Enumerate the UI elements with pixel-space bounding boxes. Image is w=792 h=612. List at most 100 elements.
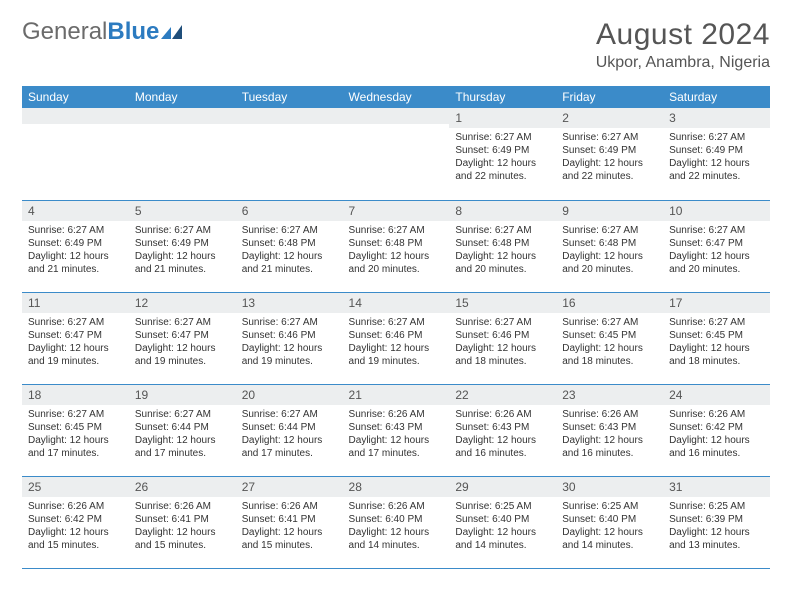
- day-details: Sunrise: 6:27 AMSunset: 6:47 PMDaylight:…: [22, 313, 129, 371]
- day-details: Sunrise: 6:27 AMSunset: 6:45 PMDaylight:…: [22, 405, 129, 463]
- calendar-cell: 13Sunrise: 6:27 AMSunset: 6:46 PMDayligh…: [236, 292, 343, 384]
- daylight-text: Daylight: 12 hours and 18 minutes.: [562, 342, 657, 368]
- day-details: Sunrise: 6:27 AMSunset: 6:46 PMDaylight:…: [449, 313, 556, 371]
- calendar-cell: 4Sunrise: 6:27 AMSunset: 6:49 PMDaylight…: [22, 200, 129, 292]
- day-details: Sunrise: 6:27 AMSunset: 6:48 PMDaylight:…: [556, 221, 663, 279]
- sunrise-text: Sunrise: 6:27 AM: [455, 224, 550, 237]
- day-details: Sunrise: 6:27 AMSunset: 6:44 PMDaylight:…: [236, 405, 343, 463]
- day-number: 25: [22, 477, 129, 497]
- day-number: 16: [556, 293, 663, 313]
- sunset-text: Sunset: 6:44 PM: [135, 421, 230, 434]
- sunrise-text: Sunrise: 6:27 AM: [242, 316, 337, 329]
- sunrise-text: Sunrise: 6:26 AM: [455, 408, 550, 421]
- day-number: 13: [236, 293, 343, 313]
- calendar-cell: 6Sunrise: 6:27 AMSunset: 6:48 PMDaylight…: [236, 200, 343, 292]
- sunrise-text: Sunrise: 6:27 AM: [455, 316, 550, 329]
- daylight-text: Daylight: 12 hours and 22 minutes.: [562, 157, 657, 183]
- sunset-text: Sunset: 6:48 PM: [242, 237, 337, 250]
- sunrise-text: Sunrise: 6:27 AM: [28, 316, 123, 329]
- sunset-text: Sunset: 6:40 PM: [349, 513, 444, 526]
- sunset-text: Sunset: 6:42 PM: [28, 513, 123, 526]
- daylight-text: Daylight: 12 hours and 17 minutes.: [349, 434, 444, 460]
- day-details: Sunrise: 6:27 AMSunset: 6:49 PMDaylight:…: [22, 221, 129, 279]
- daylight-text: Daylight: 12 hours and 22 minutes.: [455, 157, 550, 183]
- day-number: 11: [22, 293, 129, 313]
- daylight-text: Daylight: 12 hours and 19 minutes.: [28, 342, 123, 368]
- sunset-text: Sunset: 6:47 PM: [669, 237, 764, 250]
- day-details: Sunrise: 6:27 AMSunset: 6:45 PMDaylight:…: [663, 313, 770, 371]
- day-details: Sunrise: 6:27 AMSunset: 6:49 PMDaylight:…: [556, 128, 663, 186]
- calendar-cell: 16Sunrise: 6:27 AMSunset: 6:45 PMDayligh…: [556, 292, 663, 384]
- day-number: 29: [449, 477, 556, 497]
- day-details: Sunrise: 6:26 AMSunset: 6:42 PMDaylight:…: [22, 497, 129, 555]
- calendar-cell: 14Sunrise: 6:27 AMSunset: 6:46 PMDayligh…: [343, 292, 450, 384]
- sunset-text: Sunset: 6:43 PM: [455, 421, 550, 434]
- calendar-row: 18Sunrise: 6:27 AMSunset: 6:45 PMDayligh…: [22, 384, 770, 476]
- sunrise-text: Sunrise: 6:27 AM: [135, 316, 230, 329]
- sunrise-text: Sunrise: 6:26 AM: [135, 500, 230, 513]
- day-number: 17: [663, 293, 770, 313]
- sunset-text: Sunset: 6:45 PM: [28, 421, 123, 434]
- daylight-text: Daylight: 12 hours and 17 minutes.: [28, 434, 123, 460]
- calendar-cell: 19 Sunrise: 6:27 AMSunset: 6:44 PMDayligh…: [129, 384, 236, 476]
- day-number: 24: [663, 385, 770, 405]
- calendar-cell: 15Sunrise: 6:27 AMSunset: 6:46 PMDayligh…: [449, 292, 556, 384]
- sunset-text: Sunset: 6:48 PM: [562, 237, 657, 250]
- day-number: 21: [343, 385, 450, 405]
- day-details: Sunrise: 6:25 AMSunset: 6:40 PMDaylight:…: [556, 497, 663, 555]
- calendar-body: 1Sunrise: 6:27 AMSunset: 6:49 PMDaylight…: [22, 108, 770, 568]
- daylight-text: Daylight: 12 hours and 14 minutes.: [562, 526, 657, 552]
- day-details: [22, 124, 129, 184]
- day-number: 12: [129, 293, 236, 313]
- day-number: 7: [343, 201, 450, 221]
- calendar-row: 11Sunrise: 6:27 AMSunset: 6:47 PMDayligh…: [22, 292, 770, 384]
- day-number: 31: [663, 477, 770, 497]
- dayhead-tue: Tuesday: [236, 86, 343, 108]
- calendar-row: 1Sunrise: 6:27 AMSunset: 6:49 PMDaylight…: [22, 108, 770, 200]
- day-number: 22: [449, 385, 556, 405]
- sunrise-text: Sunrise: 6:27 AM: [669, 131, 764, 144]
- day-number: 10: [663, 201, 770, 221]
- dayhead-mon: Monday: [129, 86, 236, 108]
- daylight-text: Daylight: 12 hours and 20 minutes.: [455, 250, 550, 276]
- day-number: 8: [449, 201, 556, 221]
- day-details: Sunrise: 6:27 AMSunset: 6:48 PMDaylight:…: [236, 221, 343, 279]
- day-details: Sunrise: 6:27 AMSunset: 6:46 PMDaylight:…: [236, 313, 343, 371]
- day-details: Sunrise: 6:27 AMSunset: 6:48 PMDaylight:…: [449, 221, 556, 279]
- dayhead-fri: Friday: [556, 86, 663, 108]
- daylight-text: Daylight: 12 hours and 13 minutes.: [669, 526, 764, 552]
- day-details: Sunrise: 6:27 AMSunset: 6:49 PMDaylight:…: [449, 128, 556, 186]
- sunset-text: Sunset: 6:49 PM: [455, 144, 550, 157]
- calendar-row: 25Sunrise: 6:26 AMSunset: 6:42 PMDayligh…: [22, 476, 770, 568]
- sunset-text: Sunset: 6:49 PM: [28, 237, 123, 250]
- daylight-text: Daylight: 12 hours and 17 minutes.: [242, 434, 337, 460]
- daylight-text: Daylight: 12 hours and 18 minutes.: [669, 342, 764, 368]
- sunset-text: Sunset: 6:49 PM: [135, 237, 230, 250]
- sunrise-text: Sunrise: 6:27 AM: [242, 224, 337, 237]
- daylight-text: Daylight: 12 hours and 19 minutes.: [242, 342, 337, 368]
- daylight-text: Daylight: 12 hours and 15 minutes.: [28, 526, 123, 552]
- calendar-cell: 7 Sunrise: 6:27 AMSunset: 6:48 PMDaylight…: [343, 200, 450, 292]
- sunrise-text: Sunrise: 6:27 AM: [349, 224, 444, 237]
- title-block: August 2024 Ukpor, Anambra, Nigeria: [596, 18, 770, 72]
- daylight-text: Daylight: 12 hours and 17 minutes.: [135, 434, 230, 460]
- daylight-text: Daylight: 12 hours and 15 minutes.: [135, 526, 230, 552]
- calendar-cell: 30Sunrise: 6:25 AMSunset: 6:40 PMDayligh…: [556, 476, 663, 568]
- dayhead-sun: Sunday: [22, 86, 129, 108]
- day-number: 19: [129, 385, 236, 405]
- calendar-row: 4Sunrise: 6:27 AMSunset: 6:49 PMDaylight…: [22, 200, 770, 292]
- daylight-text: Daylight: 12 hours and 15 minutes.: [242, 526, 337, 552]
- daylight-text: Daylight: 12 hours and 20 minutes.: [349, 250, 444, 276]
- day-number: 3: [663, 108, 770, 128]
- calendar-cell: 25Sunrise: 6:26 AMSunset: 6:42 PMDayligh…: [22, 476, 129, 568]
- sunset-text: Sunset: 6:48 PM: [349, 237, 444, 250]
- sunrise-text: Sunrise: 6:27 AM: [562, 131, 657, 144]
- calendar-cell: 24Sunrise: 6:26 AMSunset: 6:42 PMDayligh…: [663, 384, 770, 476]
- calendar-cell: 9Sunrise: 6:27 AMSunset: 6:48 PMDaylight…: [556, 200, 663, 292]
- day-details: Sunrise: 6:27 AMSunset: 6:49 PMDaylight:…: [129, 221, 236, 279]
- sunrise-text: Sunrise: 6:26 AM: [349, 408, 444, 421]
- sunset-text: Sunset: 6:49 PM: [669, 144, 764, 157]
- day-number: 5: [129, 201, 236, 221]
- sunrise-text: Sunrise: 6:27 AM: [135, 408, 230, 421]
- sunset-text: Sunset: 6:48 PM: [455, 237, 550, 250]
